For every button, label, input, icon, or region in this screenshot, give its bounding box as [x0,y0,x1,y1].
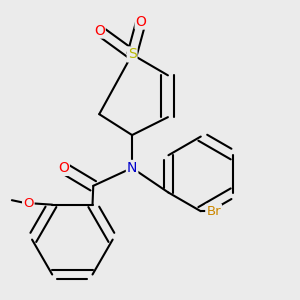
Text: S: S [128,47,136,61]
Text: N: N [127,161,137,175]
Text: O: O [23,197,34,210]
Text: O: O [136,15,146,28]
Text: O: O [94,24,105,38]
Text: O: O [58,161,69,175]
Text: Br: Br [206,205,221,218]
